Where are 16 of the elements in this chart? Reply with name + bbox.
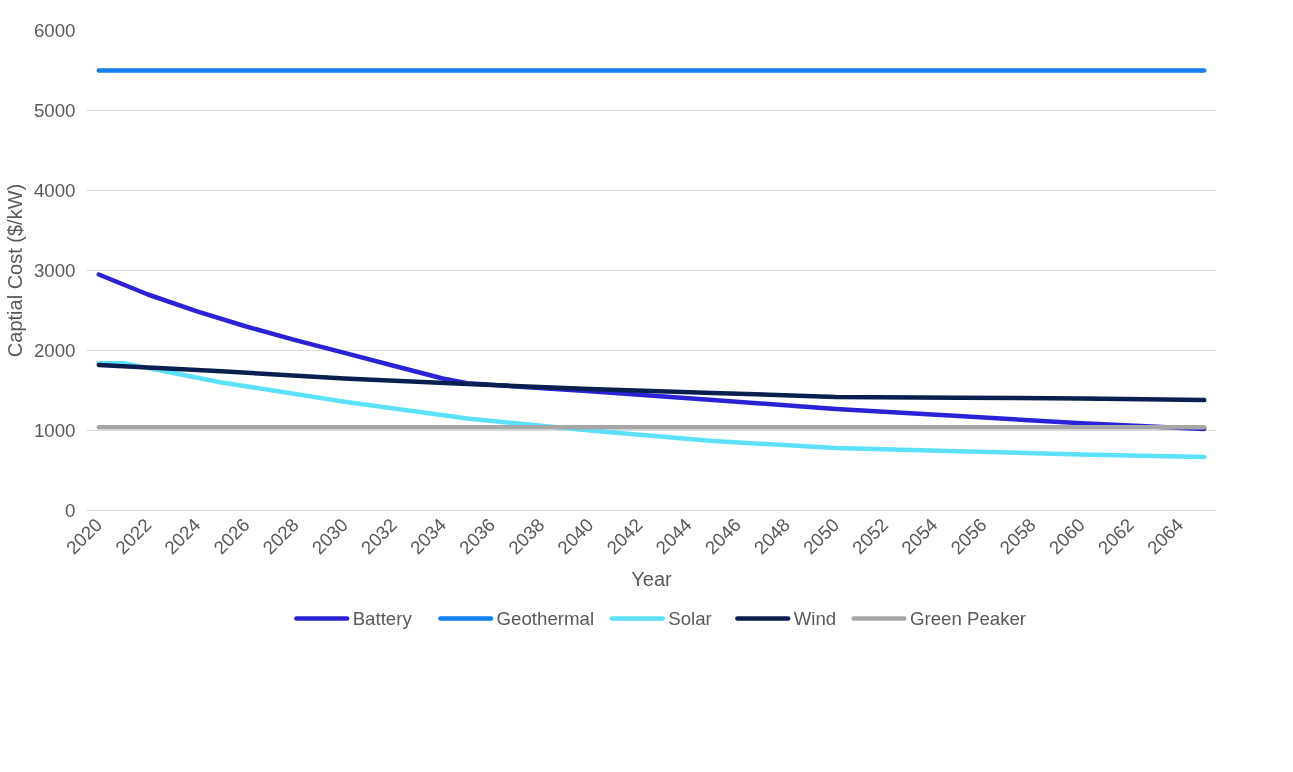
y-tick-label: 3000 — [34, 260, 76, 281]
x-axis-title: Year — [631, 568, 673, 591]
y-tick-label: 2000 — [34, 340, 76, 361]
legend-label: Wind — [793, 608, 837, 629]
y-tick-label: 1000 — [34, 420, 76, 441]
line-series — [96, 362, 1207, 403]
legend-label: Geothermal — [496, 608, 595, 629]
y-tick-label: 4000 — [34, 180, 76, 201]
y-tick-label: 0 — [65, 500, 76, 521]
line-series — [96, 361, 1207, 460]
legend-label: Battery — [352, 608, 413, 629]
legend-label: Solar — [668, 608, 712, 629]
y-axis-title: Captial Cost ($/kW) — [4, 183, 26, 358]
y-tick-label: 5000 — [34, 100, 76, 121]
y-tick-label: 6000 — [34, 20, 76, 41]
legend-label: Green Peaker — [909, 608, 1027, 629]
